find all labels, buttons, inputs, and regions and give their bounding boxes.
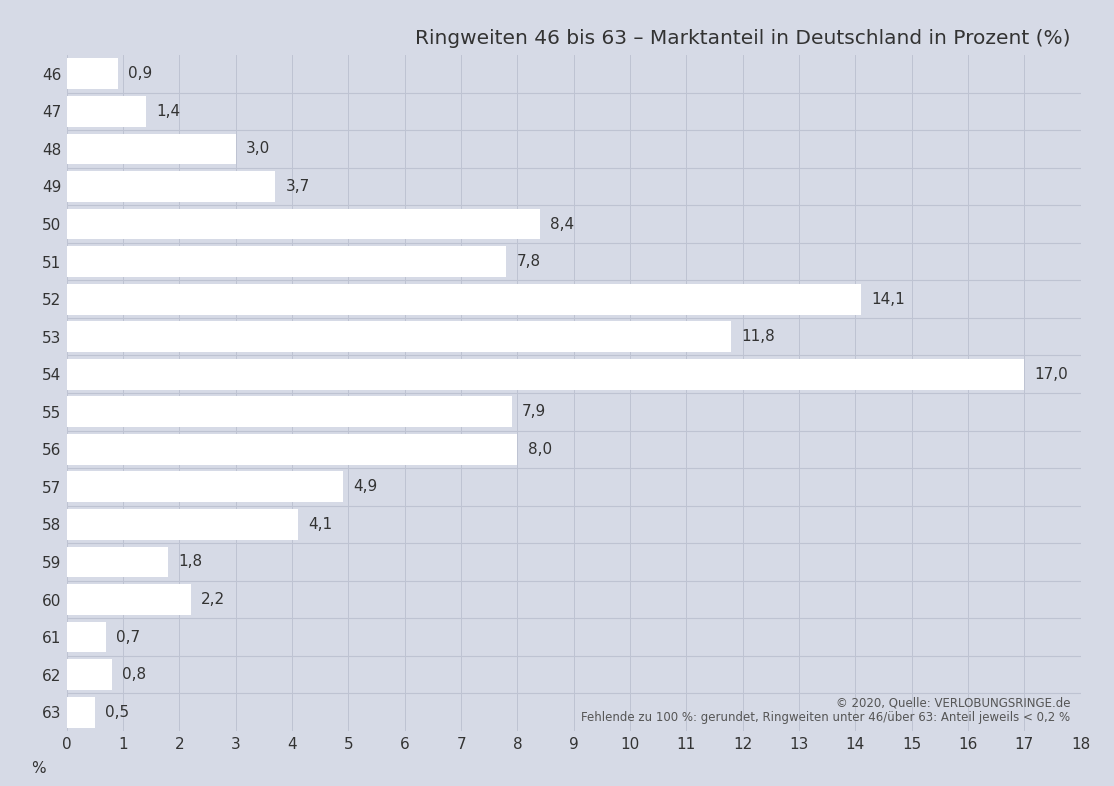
Text: 0,7: 0,7 — [116, 630, 140, 645]
Text: 4,1: 4,1 — [307, 517, 332, 532]
Bar — [67, 659, 111, 690]
Bar — [67, 509, 297, 540]
Text: 0,9: 0,9 — [128, 66, 152, 81]
Text: 0,5: 0,5 — [105, 705, 129, 720]
Bar — [67, 321, 732, 352]
Bar — [67, 58, 118, 89]
Text: 17,0: 17,0 — [1035, 367, 1068, 382]
Bar — [67, 359, 1024, 390]
Text: 0,8: 0,8 — [123, 667, 146, 682]
Bar — [67, 584, 190, 615]
Text: %: % — [31, 762, 46, 777]
Text: 3,0: 3,0 — [246, 141, 271, 156]
Bar — [67, 472, 343, 502]
Text: 4,9: 4,9 — [353, 479, 378, 494]
Text: 3,7: 3,7 — [285, 179, 310, 194]
Text: 8,0: 8,0 — [528, 442, 551, 457]
Bar — [67, 284, 861, 314]
Bar — [67, 622, 106, 652]
Text: 1,8: 1,8 — [178, 554, 203, 570]
Text: 1,4: 1,4 — [156, 104, 180, 119]
Bar — [67, 171, 275, 202]
Bar — [67, 208, 540, 240]
Text: 7,9: 7,9 — [521, 404, 546, 419]
Text: 14,1: 14,1 — [871, 292, 905, 307]
Text: © 2020, Quelle: VERLOBUNGSRINGE.de
Fehlende zu 100 %: gerundet, Ringweiten unter: © 2020, Quelle: VERLOBUNGSRINGE.de Fehle… — [582, 696, 1071, 724]
Bar — [67, 396, 511, 427]
Bar — [67, 246, 506, 277]
Text: 11,8: 11,8 — [742, 329, 775, 344]
Text: 7,8: 7,8 — [516, 254, 540, 269]
Bar — [67, 546, 168, 578]
Bar — [67, 434, 517, 465]
Bar — [67, 134, 236, 164]
Text: 2,2: 2,2 — [201, 592, 225, 607]
Text: Ringweiten 46 bis 63 – Marktanteil in Deutschland in Prozent (%): Ringweiten 46 bis 63 – Marktanteil in De… — [414, 29, 1071, 48]
Bar — [67, 697, 95, 728]
Bar — [67, 96, 146, 127]
Text: 8,4: 8,4 — [550, 216, 574, 232]
